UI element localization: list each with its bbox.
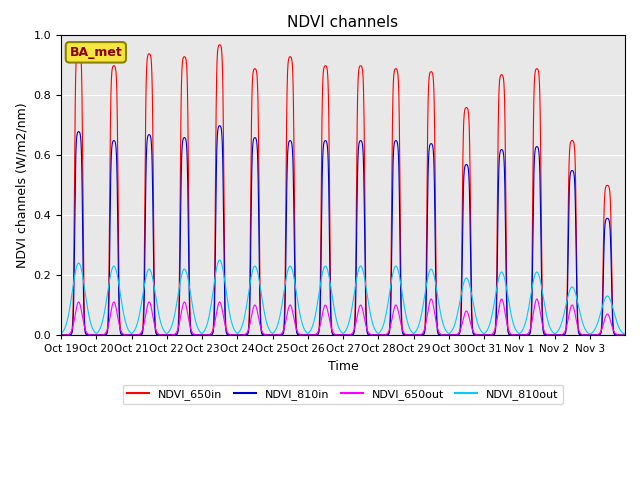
NDVI_810in xyxy=(57,332,65,338)
NDVI_650in xyxy=(521,332,529,338)
NDVI_810in xyxy=(396,193,403,199)
NDVI_810out xyxy=(159,327,167,333)
NDVI_810in xyxy=(159,332,167,338)
Y-axis label: NDVI channels (W/m2/nm): NDVI channels (W/m2/nm) xyxy=(15,102,28,268)
NDVI_650in xyxy=(396,123,403,129)
NDVI_810out xyxy=(216,257,223,263)
Line: NDVI_810out: NDVI_810out xyxy=(61,260,625,334)
NDVI_810out xyxy=(396,273,403,278)
Line: NDVI_650out: NDVI_650out xyxy=(61,299,625,335)
NDVI_810in xyxy=(273,332,280,338)
NDVI_650out xyxy=(521,332,529,338)
NDVI_650in xyxy=(424,109,432,115)
Text: BA_met: BA_met xyxy=(70,46,122,59)
NDVI_650in xyxy=(216,42,223,48)
NDVI_810in xyxy=(621,332,629,338)
X-axis label: Time: Time xyxy=(328,360,358,372)
NDVI_810out xyxy=(621,331,629,337)
NDVI_650in xyxy=(621,332,629,338)
NDVI_650out xyxy=(621,332,629,338)
NDVI_650in xyxy=(57,332,65,338)
NDVI_650out xyxy=(273,332,280,338)
Line: NDVI_650in: NDVI_650in xyxy=(61,45,625,335)
NDVI_810out xyxy=(273,325,280,331)
NDVI_650out xyxy=(424,309,431,315)
NDVI_650out xyxy=(159,332,167,338)
NDVI_810out xyxy=(478,329,486,335)
NDVI_810in xyxy=(478,332,486,338)
NDVI_650out xyxy=(478,332,486,338)
Title: NDVI channels: NDVI channels xyxy=(287,15,399,30)
NDVI_810out xyxy=(57,331,65,336)
NDVI_650out xyxy=(57,332,65,338)
NDVI_650out xyxy=(533,296,541,302)
NDVI_810out xyxy=(521,322,529,327)
Line: NDVI_810in: NDVI_810in xyxy=(61,126,625,335)
NDVI_650out xyxy=(396,313,403,319)
NDVI_810out xyxy=(424,274,432,280)
NDVI_650in xyxy=(478,332,486,338)
NDVI_650in xyxy=(159,332,167,338)
NDVI_810in xyxy=(521,332,529,338)
NDVI_810in xyxy=(424,180,432,186)
NDVI_810in xyxy=(216,123,223,129)
NDVI_650in xyxy=(273,332,280,338)
Legend: NDVI_650in, NDVI_810in, NDVI_650out, NDVI_810out: NDVI_650in, NDVI_810in, NDVI_650out, NDV… xyxy=(123,384,563,404)
